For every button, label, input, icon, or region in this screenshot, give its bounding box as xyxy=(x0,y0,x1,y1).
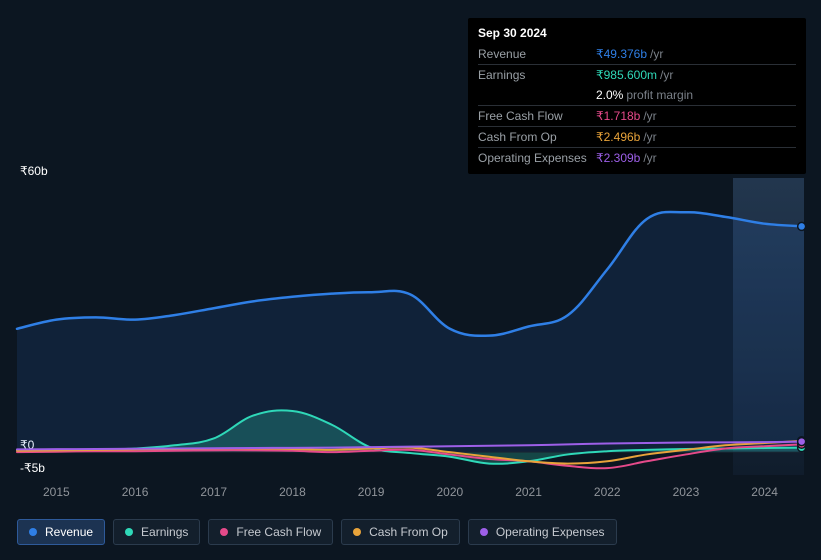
x-axis-tick-label: 2020 xyxy=(436,485,463,499)
tooltip-row: Earnings₹985.600m /yr xyxy=(478,64,796,85)
tooltip-row-value: ₹1.718b xyxy=(596,107,640,125)
x-axis-tick-label: 2019 xyxy=(358,485,385,499)
tooltip-row-label: Cash From Op xyxy=(478,128,596,146)
legend-dot-icon xyxy=(125,528,133,536)
series-fill-revenue xyxy=(17,212,804,452)
legend-dot-icon xyxy=(480,528,488,536)
tooltip-row-value: ₹2.309b xyxy=(596,149,640,167)
legend-dot-icon xyxy=(220,528,228,536)
legend-item-free-cash-flow[interactable]: Free Cash Flow xyxy=(208,519,333,545)
series-end-marker-operating-expenses xyxy=(798,438,806,446)
chart-tooltip: Sep 30 2024 Revenue₹49.376b /yrEarnings₹… xyxy=(468,18,806,174)
tooltip-row-value: 2.0% xyxy=(596,86,623,104)
x-axis-tick-label: 2021 xyxy=(515,485,542,499)
tooltip-row: Operating Expenses₹2.309b /yr xyxy=(478,147,796,168)
legend-item-label: Revenue xyxy=(45,525,93,539)
chart-lines xyxy=(17,178,804,475)
series-end-marker-revenue xyxy=(798,222,806,230)
tooltip-row-suffix: /yr xyxy=(643,149,656,167)
legend-item-label: Free Cash Flow xyxy=(236,525,321,539)
legend-item-earnings[interactable]: Earnings xyxy=(113,519,200,545)
tooltip-row-suffix: /yr xyxy=(643,128,656,146)
tooltip-row-suffix: /yr xyxy=(643,107,656,125)
tooltip-row-label: Revenue xyxy=(478,45,596,63)
tooltip-row-value: ₹49.376b xyxy=(596,45,647,63)
tooltip-row: 2.0% profit margin xyxy=(478,85,796,105)
tooltip-row-suffix: /yr xyxy=(660,66,673,84)
tooltip-row-label: Earnings xyxy=(478,66,596,84)
x-axis-tick-label: 2018 xyxy=(279,485,306,499)
tooltip-row-suffix: /yr xyxy=(650,45,663,63)
x-axis-tick-label: 2015 xyxy=(43,485,70,499)
tooltip-row-value: ₹985.600m xyxy=(596,66,657,84)
x-axis-tick-label: 2023 xyxy=(673,485,700,499)
tooltip-row: Cash From Op₹2.496b /yr xyxy=(478,126,796,147)
plot-area[interactable] xyxy=(17,178,804,475)
tooltip-date: Sep 30 2024 xyxy=(478,24,796,44)
x-axis-tick-label: 2022 xyxy=(594,485,621,499)
tooltip-row-label xyxy=(478,86,596,104)
legend-dot-icon xyxy=(353,528,361,536)
tooltip-row-suffix: profit margin xyxy=(626,86,693,104)
financial-chart: Sep 30 2024 Revenue₹49.376b /yrEarnings₹… xyxy=(0,0,821,560)
legend-item-label: Cash From Op xyxy=(369,525,448,539)
x-axis-tick-label: 2017 xyxy=(200,485,227,499)
x-axis-tick-label: 2024 xyxy=(751,485,778,499)
tooltip-row-value: ₹2.496b xyxy=(596,128,640,146)
legend-dot-icon xyxy=(29,528,37,536)
x-axis-tick-label: 2016 xyxy=(122,485,149,499)
legend-item-label: Operating Expenses xyxy=(496,525,605,539)
legend-item-operating-expenses[interactable]: Operating Expenses xyxy=(468,519,617,545)
tooltip-row: Revenue₹49.376b /yr xyxy=(478,44,796,64)
y-axis-tick-label: ₹60b xyxy=(20,164,48,178)
legend-item-cash-from-op[interactable]: Cash From Op xyxy=(341,519,460,545)
tooltip-rows: Revenue₹49.376b /yrEarnings₹985.600m /yr… xyxy=(478,44,796,168)
legend-item-label: Earnings xyxy=(141,525,188,539)
legend-item-revenue[interactable]: Revenue xyxy=(17,519,105,545)
legend: Revenue Earnings Free Cash Flow Cash From O… xyxy=(17,519,617,545)
tooltip-row-label: Free Cash Flow xyxy=(478,107,596,125)
tooltip-row-label: Operating Expenses xyxy=(478,149,596,167)
tooltip-row: Free Cash Flow₹1.718b /yr xyxy=(478,105,796,126)
